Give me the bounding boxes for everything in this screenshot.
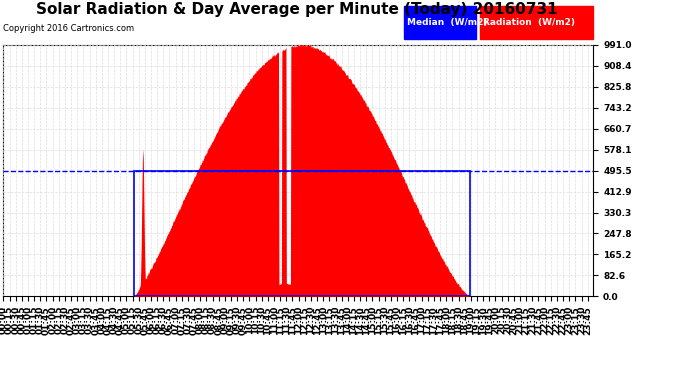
Text: Copyright 2016 Cartronics.com: Copyright 2016 Cartronics.com	[3, 24, 135, 33]
Bar	[480, 6, 593, 39]
Text: Median  (W/m2): Median (W/m2)	[407, 18, 488, 27]
Bar	[134, 171, 471, 296]
Text: Solar Radiation & Day Average per Minute (Today) 20160731: Solar Radiation & Day Average per Minute…	[36, 2, 558, 17]
Bar	[404, 6, 476, 39]
Text: Radiation  (W/m2): Radiation (W/m2)	[483, 18, 575, 27]
